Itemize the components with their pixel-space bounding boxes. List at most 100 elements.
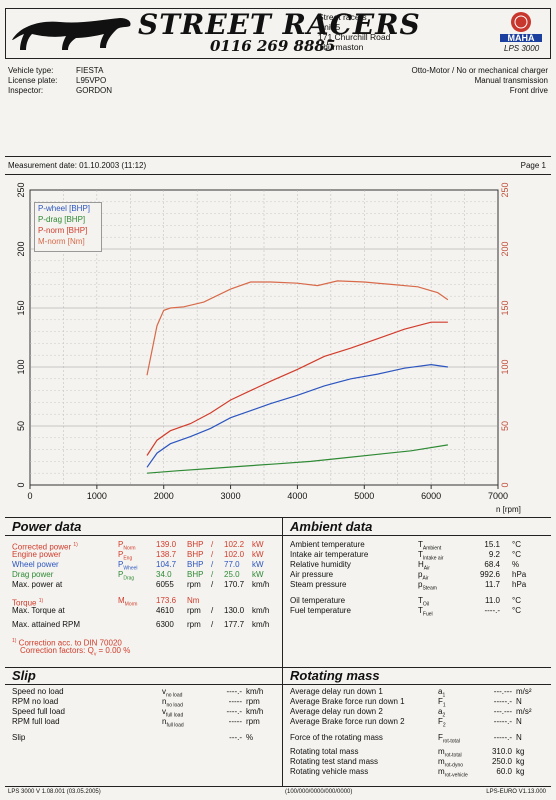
rotating-mass-label: Rotating vehicle mass <box>290 767 369 776</box>
page-number: Page 1 <box>520 161 546 170</box>
power-symbol-subscript: Eng <box>123 555 133 562</box>
slip-value: ----.- <box>226 687 242 696</box>
power-unit-secondary: kW <box>252 560 264 569</box>
max-torque-speed: 130.0 <box>224 606 245 615</box>
slip-row: RPM full load nfull load ----- rpm <box>12 717 280 729</box>
brand-panther-logo <box>10 12 135 52</box>
max-rpm-row: Max. attained RPM 6300 rpm / 177.7 km/h <box>12 620 280 630</box>
ambient-unit: hPa <box>512 570 527 579</box>
power-value: 138.7 <box>156 550 177 559</box>
max-torque-speed-unit: km/h <box>252 606 270 615</box>
ambient-data-row: Air pressure pAir 992.6 hPa <box>290 570 550 582</box>
ambient-label: Relative humidity <box>290 560 351 569</box>
power-symbol-subscript: Drag <box>123 575 135 582</box>
rotating-mass-symbol-subscript: 1 <box>442 692 446 699</box>
ambient-data-row: Intake air temperature TIntake air 9.2 °C <box>290 550 550 562</box>
ambient-data-row: Oil temperature TOil 11.0 °C <box>290 596 550 608</box>
slip-label: RPM full load <box>12 717 60 726</box>
ambient-value: 9.2 <box>488 550 500 559</box>
power-unit: BHP <box>187 560 204 569</box>
correction-factor-subscript: v <box>93 651 97 658</box>
rotating-mass-value: 60.0 <box>496 767 512 776</box>
ambient-unit: °C <box>512 550 521 559</box>
max-torque-rpm: 4610 <box>156 606 174 615</box>
rotating-mass-symbol-subscript: rot-total <box>444 752 462 759</box>
max-rpm-label: Max. attained RPM <box>12 620 81 629</box>
power-data-row: Wheel power PWheel 104.7 BHP / 77.0 kW <box>12 560 280 572</box>
slip-row: Speed full load vfull load ----.- km/h <box>12 707 280 719</box>
address-line: Unit 5 <box>318 22 341 32</box>
ambient-value: 68.4 <box>484 560 500 569</box>
rotating-mass-symbol-subscript: rot-total <box>442 738 460 745</box>
brand-name: STREET RACERS <box>138 8 421 41</box>
power-data-row: Drag power PDrag 34.0 BHP / 25.0 kW <box>12 570 280 582</box>
y-tick-label-right: 50 <box>500 421 510 431</box>
ambient-unit: hPa <box>512 580 527 589</box>
vehicle-type-label: Vehicle type: <box>8 66 54 75</box>
rotating-mass-row: Rotating vehicle mass mrot-vehicle 60.0 kg <box>290 767 550 779</box>
x-tick-label: 2000 <box>154 491 174 501</box>
slip-value: ----- <box>228 717 242 726</box>
rotating-mass-label: Rotating test stand mass <box>290 757 379 766</box>
max-torque-rpm-unit: rpm <box>187 606 201 615</box>
y-tick-label-left: 150 <box>16 300 26 315</box>
correction-note: 1) Correction acc. to DIN 70020 <box>12 636 280 648</box>
rotating-mass-row: Rotating total mass mrot-total 310.0 kg <box>290 747 550 759</box>
slip-unit: rpm <box>246 717 260 726</box>
address-line: Thurmaston <box>318 42 364 52</box>
ambient-data-row: Steam pressure pSteam 11.7 hPa <box>290 580 550 592</box>
slip-value: ---.- <box>229 733 242 742</box>
rotating-mass-title: Rotating mass <box>290 668 380 683</box>
slip-symbol-subscript: no load <box>166 692 183 699</box>
x-tick-label: 6000 <box>421 491 441 501</box>
power-symbol: PNorm <box>118 540 136 552</box>
correction-factors: Correction factors: Qv = 0.00 % <box>12 646 280 658</box>
power-label: Engine power <box>12 550 61 559</box>
power-symbol-subscript: Norm <box>123 545 136 552</box>
ambient-label: Air pressure <box>290 570 334 579</box>
ambient-value: 11.0 <box>485 596 500 605</box>
correction-factors-text: Correction factors: Qv = 0.00 % <box>20 646 131 658</box>
y-tick-label-right: 150 <box>500 300 510 315</box>
x-tick-label: 5000 <box>354 491 374 501</box>
transmission: Manual transmission <box>474 76 548 85</box>
rotating-mass-unit: N <box>516 697 522 706</box>
rotating-mass-label: Force of the rotating mass <box>290 733 383 742</box>
ambient-symbol: TFuel <box>418 606 433 618</box>
correction-note-text: 1) Correction acc. to DIN 70020 <box>12 638 122 648</box>
power-symbol-subscript: Wheel <box>123 565 138 572</box>
power-label: Wheel power <box>12 560 59 569</box>
ambient-label: Ambient temperature <box>290 540 365 549</box>
slip-symbol-subscript: full load <box>166 722 184 729</box>
rotating-mass-value: 310.0 <box>491 747 512 756</box>
rotating-mass-symbol: a1 <box>438 687 446 699</box>
ambient-symbol-subscript: Air <box>423 565 430 572</box>
inspector-label: Inspector: <box>8 86 44 95</box>
address-line: Street racers <box>318 12 367 22</box>
ambient-symbol: TAmbient <box>418 540 442 552</box>
ambient-data-row: Fuel temperature TFuel ----.- °C <box>290 606 550 618</box>
max-rpm-speed-unit: km/h <box>252 620 270 629</box>
rotating-mass-value: -----.- <box>493 717 512 726</box>
value-separator: / <box>211 620 214 629</box>
power-value: 34.0 <box>156 570 172 579</box>
rotating-mass-symbol: mrot-total <box>438 747 462 759</box>
slip-row: Slip ---.-% <box>12 733 280 743</box>
series-line <box>146 321 448 456</box>
power-symbol: PWheel <box>118 560 138 572</box>
rotating-mass-value: 250.0 <box>491 757 512 766</box>
license-plate-value: L95VPO <box>76 76 107 85</box>
ambient-value: 992.6 <box>479 570 500 579</box>
legend-item: P-drag [BHP] <box>38 215 86 224</box>
footer-code: (100/000/0000/000/0000) <box>285 789 353 795</box>
slip-label: Slip <box>12 733 26 742</box>
power-unit: BHP <box>187 570 204 579</box>
torque-row: Torque 1) MMorm 173.6 Nm <box>12 596 280 608</box>
measurement-date: Measurement date: 01.10.2003 (11:12) <box>8 161 147 170</box>
slip-unit: km/h <box>246 687 264 696</box>
max-rpm-value: 6300 <box>156 620 174 629</box>
rotating-mass-label: Average delay run down 2 <box>290 707 383 716</box>
power-data-row: Corrected power 1) PNorm 139.0 BHP / 102.2 kW <box>12 540 280 552</box>
rotating-mass-symbol-subscript: 1 <box>442 702 446 709</box>
slip-symbol: vno load <box>162 687 183 699</box>
